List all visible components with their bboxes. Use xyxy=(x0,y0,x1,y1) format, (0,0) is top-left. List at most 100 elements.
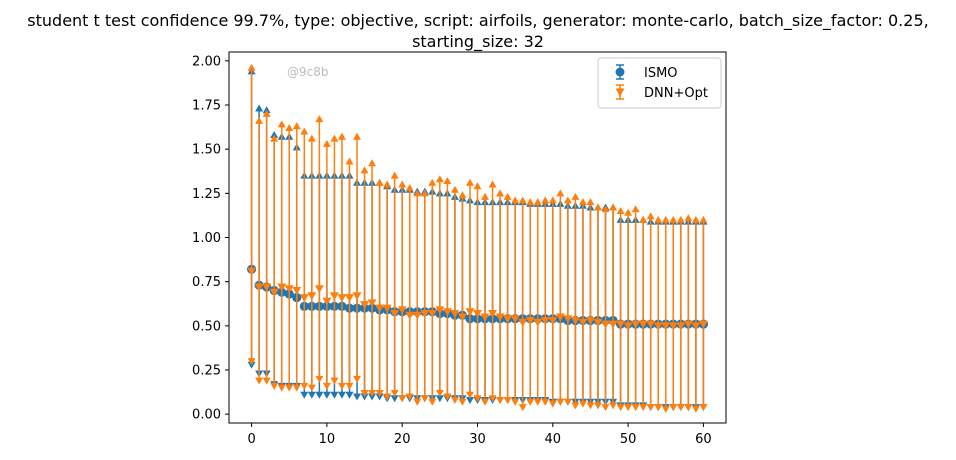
dnn-opt-lower-cap xyxy=(322,382,331,390)
y-tick-label: 1.75 xyxy=(192,99,221,114)
dnn-opt-upper-cap xyxy=(691,215,700,223)
dnn-opt-lower-cap xyxy=(368,389,377,397)
dnn-opt-lower-cap xyxy=(691,405,700,413)
dnn-opt-lower-cap xyxy=(511,398,520,406)
dnn-opt-upper-cap xyxy=(262,109,271,117)
dnn-opt-lower-cap xyxy=(586,402,595,410)
dnn-opt-mean-point xyxy=(322,297,332,306)
ismo-lower-cap xyxy=(315,391,324,399)
ismo-lower-cap xyxy=(337,391,346,399)
dnn-opt-mean-point xyxy=(450,309,460,318)
dnn-opt-lower-cap xyxy=(473,395,482,403)
dnn-opt-lower-cap xyxy=(390,389,399,397)
dnn-opt-upper-cap xyxy=(541,196,550,204)
dnn-opt-lower-cap xyxy=(307,384,316,392)
dnn-opt-lower-cap xyxy=(601,404,610,412)
dnn-opt-upper-cap xyxy=(488,180,497,188)
dnn-opt-lower-cap xyxy=(360,389,369,397)
dnn-opt-lower-cap xyxy=(420,395,429,403)
dnn-opt-upper-cap xyxy=(526,198,535,206)
dnn-opt-upper-cap xyxy=(330,134,339,142)
dnn-opt-upper-cap xyxy=(300,127,309,135)
dnn-opt-lower-cap xyxy=(270,382,279,390)
dnn-opt-mean-point xyxy=(631,320,641,329)
dnn-opt-upper-cap xyxy=(322,139,331,147)
dnn-opt-lower-cap xyxy=(405,393,414,401)
dnn-opt-upper-cap xyxy=(443,176,452,184)
dnn-opt-upper-cap xyxy=(413,189,422,197)
dnn-opt-upper-cap xyxy=(307,134,316,142)
dnn-opt-mean-point xyxy=(299,294,309,303)
dnn-opt-upper-cap xyxy=(616,207,625,214)
dnn-opt-lower-cap xyxy=(624,404,633,412)
legend-ismo-label: ISMO xyxy=(644,66,678,81)
dnn-opt-upper-cap xyxy=(661,215,670,223)
dnn-opt-upper-cap xyxy=(450,185,459,193)
dnn-opt-mean-point xyxy=(367,299,377,308)
dnn-opt-upper-cap xyxy=(277,120,286,128)
ismo-lower-cap xyxy=(322,391,331,399)
y-tick-label: 1.50 xyxy=(192,143,221,158)
dnn-opt-upper-cap xyxy=(405,184,414,192)
dnn-opt-lower-cap xyxy=(631,404,640,412)
dnn-opt-lower-cap xyxy=(593,402,602,410)
dnn-opt-lower-cap xyxy=(292,384,301,392)
ismo-lower-cap xyxy=(307,391,316,399)
dnn-opt-mean-point xyxy=(262,283,272,292)
dnn-opt-lower-cap xyxy=(571,402,580,410)
dnn-opt-upper-cap xyxy=(503,192,512,200)
x-tick-label: 0 xyxy=(247,432,255,447)
dnn-opt-lower-cap xyxy=(300,382,309,390)
dnn-opt-upper-cap xyxy=(473,182,482,190)
dnn-opt-mean-point xyxy=(555,313,565,322)
dnn-opt-lower-cap xyxy=(676,404,685,412)
chart-title-line-2: starting_size: 32 xyxy=(412,32,544,52)
dnn-opt-lower-cap xyxy=(428,398,437,406)
dnn-opt-upper-cap xyxy=(315,115,324,123)
dnn-opt-lower-cap xyxy=(315,375,324,383)
dnn-opt-mean-point xyxy=(578,318,588,327)
dnn-opt-lower-cap xyxy=(255,377,264,385)
ismo-lower-cap xyxy=(330,391,339,399)
dnn-opt-lower-cap xyxy=(488,395,497,403)
dnn-opt-mean-point xyxy=(352,292,362,301)
dnn-opt-upper-cap xyxy=(337,132,346,140)
dnn-opt-mean-point xyxy=(540,317,550,326)
x-tick-label: 10 xyxy=(319,432,336,447)
dnn-opt-mean-point xyxy=(691,322,701,331)
dnn-opt-upper-cap xyxy=(654,215,663,223)
dnn-opt-mean-point xyxy=(570,317,580,326)
dnn-opt-upper-cap xyxy=(578,198,587,206)
x-tick-label: 50 xyxy=(620,432,637,447)
dnn-opt-mean-point xyxy=(563,315,573,324)
x-axis: 0 10 20 30 40 50 60 xyxy=(247,423,712,447)
dnn-opt-lower-cap xyxy=(639,404,648,412)
legend-dnn-marker xyxy=(615,88,625,97)
dnn-opt-upper-cap xyxy=(398,180,407,188)
dnn-opt-mean-point xyxy=(608,320,618,329)
dnn-opt-upper-cap xyxy=(571,192,580,200)
dnn-opt-lower-cap xyxy=(518,404,527,412)
dnn-opt-upper-cap xyxy=(360,166,369,174)
dnn-opt-mean-point xyxy=(473,309,482,318)
dnn-opt-upper-cap xyxy=(285,123,294,131)
dnn-opt-mean-point xyxy=(533,318,543,327)
dnn-opt-lower-cap xyxy=(465,391,474,399)
dnn-opt-mean-point xyxy=(601,320,611,329)
dnn-opt-lower-cap xyxy=(247,358,256,366)
dnn-opt-upper-cap xyxy=(676,215,685,223)
dnn-opt-lower-cap xyxy=(450,397,459,405)
dnn-opt-mean-point xyxy=(269,288,279,297)
dnn-opt-mean-point xyxy=(277,283,287,292)
dnn-opt-lower-cap xyxy=(481,398,490,406)
dnn-opt-mean-point xyxy=(375,304,385,313)
dnn-opt-upper-cap xyxy=(420,189,429,197)
dnn-opt-mean-point xyxy=(683,320,693,329)
dnn-opt-mean-point xyxy=(653,322,663,331)
dnn-opt-mean-point xyxy=(254,283,264,292)
dnn-opt-lower-cap xyxy=(398,395,407,403)
dnn-opt-mean-point xyxy=(510,315,520,324)
dnn-opt-mean-point xyxy=(525,317,535,326)
ismo-lower-cap xyxy=(345,391,354,399)
